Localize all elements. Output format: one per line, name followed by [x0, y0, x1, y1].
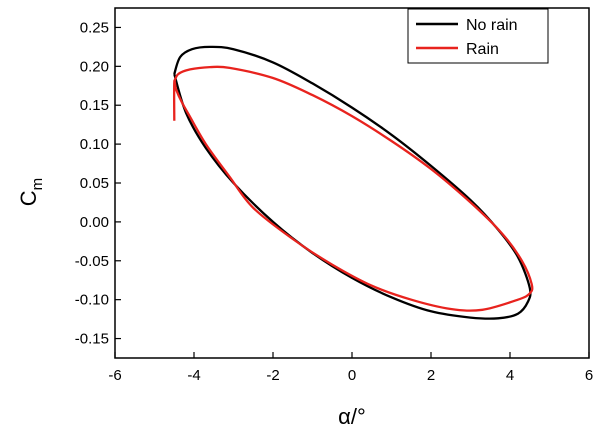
series-line-rain [172, 65, 534, 312]
y-tick-label: 0.20 [80, 58, 109, 75]
series-line-no-rain [173, 45, 532, 320]
x-tick-label: -6 [108, 367, 121, 384]
y-tick-label: 0.00 [80, 214, 109, 231]
y-axis-title-main: C [16, 190, 41, 206]
legend-label-no-rain: No rain [466, 17, 518, 34]
legend-box [407, 8, 549, 64]
x-tick-label: -2 [266, 367, 279, 384]
x-axis-title: α/° [338, 404, 366, 429]
x-tick-label: 6 [585, 367, 593, 384]
y-axis-title-subscript: m [29, 178, 46, 191]
legend: No rain Rain [407, 8, 549, 64]
y-axis-title: Cm [16, 178, 46, 206]
y-tick-label: -0.05 [75, 253, 109, 270]
x-tick-label: 2 [427, 367, 435, 384]
y-tick-label: -0.10 [75, 292, 109, 309]
x-tick-label: 4 [506, 367, 514, 384]
y-tick-label: 0.25 [80, 19, 109, 36]
legend-label-rain: Rain [466, 41, 499, 58]
x-tick-label: 0 [348, 367, 356, 384]
y-axis: -0.15 -0.10 -0.05 0.00 0.05 0.10 0.15 0.20 0.25 [75, 19, 121, 348]
x-axis: -6 -4 -2 0 2 4 6 [108, 352, 593, 384]
x-tick-label: -4 [187, 367, 200, 384]
y-tick-label: 0.10 [80, 136, 109, 153]
y-tick-label: 0.05 [80, 175, 109, 192]
series-layer [172, 45, 534, 320]
y-tick-label: 0.15 [80, 97, 109, 114]
y-tick-label: -0.15 [75, 331, 109, 348]
